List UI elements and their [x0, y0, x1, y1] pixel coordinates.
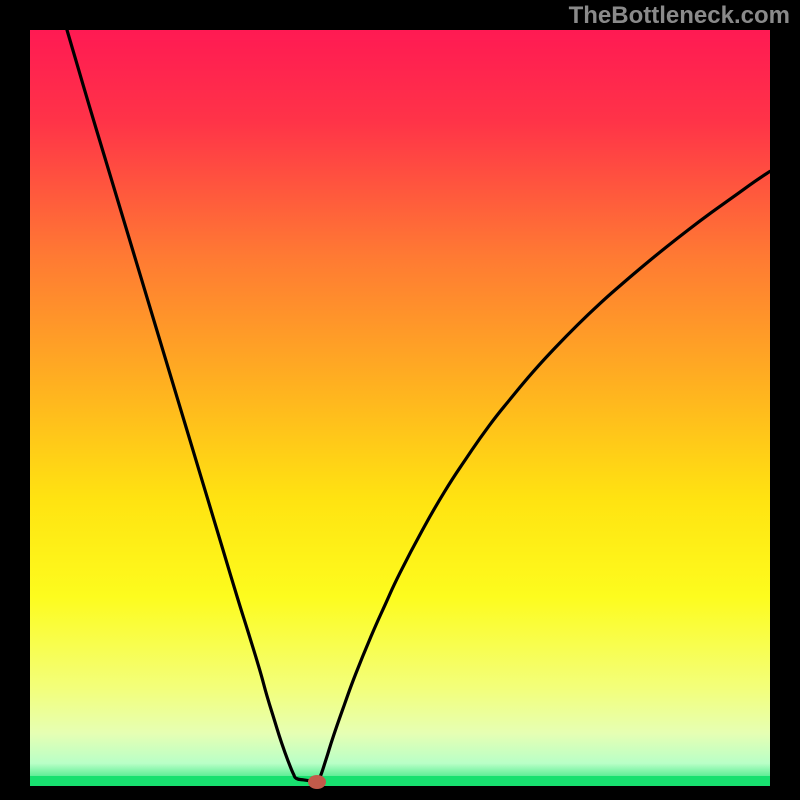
- curve-layer: [30, 30, 770, 786]
- watermark-label: TheBottleneck.com: [569, 2, 790, 30]
- bottleneck-curve: [67, 30, 770, 781]
- gradient-bottom-band: [30, 776, 770, 786]
- plot-area: [30, 30, 770, 786]
- optimum-marker: [308, 775, 326, 789]
- chart-frame: TheBottleneck.com: [0, 0, 800, 800]
